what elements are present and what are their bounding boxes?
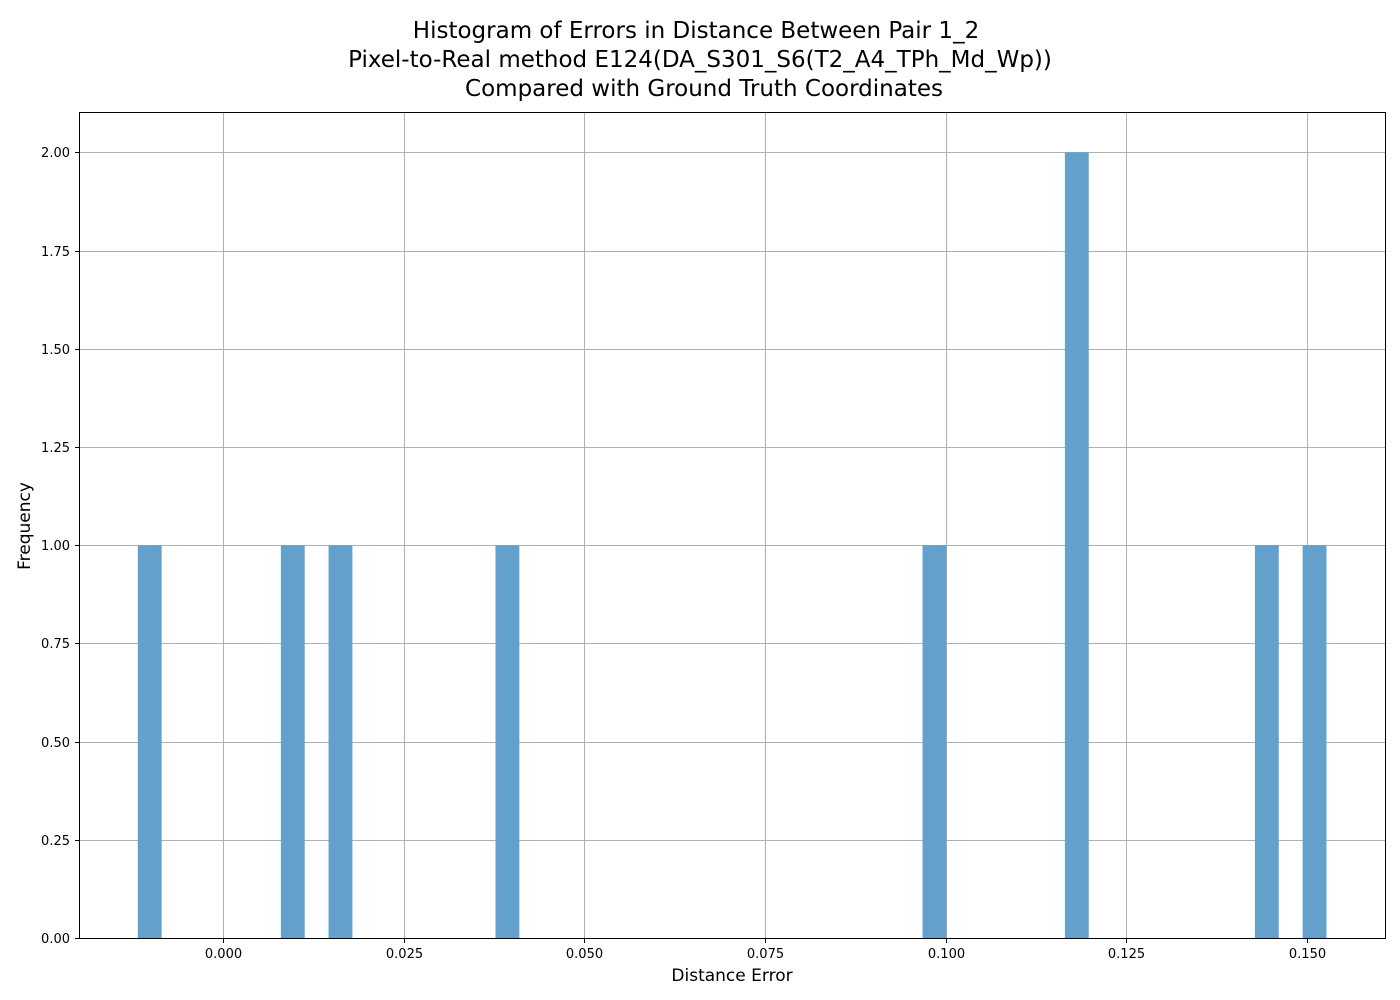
x-tick-label-2: 0.050 <box>566 947 603 962</box>
chart-title-line-3: Compared with Ground Truth Coordinates <box>465 76 943 102</box>
y-tick-label-5: 1.25 <box>41 441 70 456</box>
chart-title-line-1: Histogram of Errors in Distance Between … <box>413 18 979 44</box>
y-tick-label-6: 1.50 <box>41 343 70 358</box>
histogram-bar-5 <box>1064 152 1089 939</box>
x-tick-label-3: 0.075 <box>747 947 784 962</box>
y-tick-label-0: 0.00 <box>41 932 70 947</box>
y-tick-label-4: 1.00 <box>41 539 70 554</box>
histogram-bar-2 <box>328 545 353 938</box>
x-tick-label-5: 0.125 <box>1108 947 1145 962</box>
x-tick-label-1: 0.025 <box>386 947 423 962</box>
y-tick-label-7: 1.75 <box>41 245 70 260</box>
chart-title: Histogram of Errors in Distance Between … <box>348 18 1052 102</box>
histogram-bars <box>137 152 1327 939</box>
chart-title-line-2: Pixel-to-Real method E124(DA_S301_S6(T2_… <box>348 47 1052 73</box>
y-tick-label-3: 0.75 <box>41 637 70 652</box>
y-tick-label-1: 0.25 <box>41 834 70 849</box>
x-axis-ticks: 0.000 0.025 0.050 0.075 0.100 0.125 0.150 <box>205 938 1326 962</box>
y-tick-label-2: 0.50 <box>41 736 70 751</box>
x-tick-label-4: 0.100 <box>928 947 965 962</box>
x-axis-label: Distance Error <box>671 966 792 986</box>
histogram-bar-1 <box>280 545 305 938</box>
x-tick-label-6: 0.150 <box>1289 947 1326 962</box>
histogram-bar-6 <box>1254 545 1279 938</box>
histogram-bar-3 <box>495 545 520 938</box>
histogram-bar-7 <box>1302 545 1327 938</box>
histogram-bar-0 <box>137 545 162 938</box>
y-axis-label: Frequency <box>15 482 35 570</box>
y-axis-ticks: 0.00 0.25 0.50 0.75 1.00 1.25 1.50 1.75 2.00 <box>41 146 80 947</box>
x-tick-label-0: 0.000 <box>205 947 242 962</box>
grid-lines <box>80 113 1385 939</box>
y-tick-label-8: 2.00 <box>41 146 70 161</box>
histogram-bar-4 <box>922 545 947 938</box>
plot-frame <box>79 112 1386 939</box>
